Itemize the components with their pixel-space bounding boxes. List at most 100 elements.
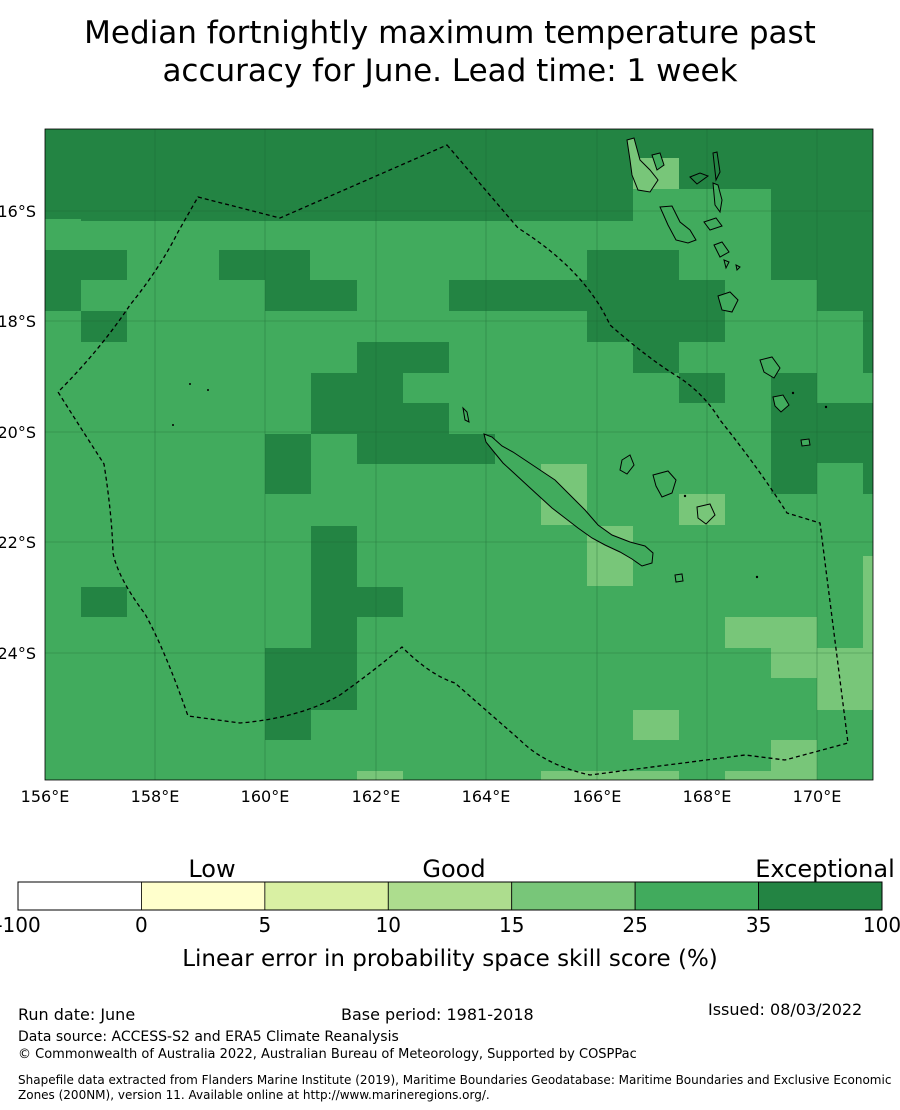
colorbar-bins [17, 881, 883, 911]
copyright: © Commonwealth of Australia 2022, Austra… [18, 1047, 637, 1062]
issued-date: Issued: 08/03/2022 [708, 1000, 863, 1019]
colorbar-bin [387, 881, 513, 911]
legend-category-low: Low [188, 855, 235, 883]
ambrym-island-icon [703, 217, 723, 231]
isle-of-pines-icon [674, 573, 684, 583]
skill-cell-exceptional [357, 342, 449, 373]
skill-cell-fair [771, 740, 817, 780]
lat-label-22s: 22°S [0, 533, 36, 552]
skill-cell-exceptional [265, 648, 357, 710]
skill-cell-exceptional [265, 280, 357, 311]
skill-cell-fair [633, 710, 679, 740]
skill-cell-exceptional [81, 311, 127, 342]
skill-cell-fair [725, 771, 771, 780]
eez-boundary [57, 144, 849, 776]
lon-label-160e: 160°E [241, 787, 290, 806]
epi-island-icon [713, 241, 730, 258]
skill-cell-exceptional [81, 587, 127, 617]
colorbar-tick-label: 15 [499, 913, 524, 937]
ouvea-island-icon [619, 454, 635, 475]
legend-category-exceptional: Exceptional [755, 855, 895, 883]
skill-cell-exceptional [357, 434, 495, 464]
lifou-island-icon [652, 470, 677, 498]
skill-cell-exceptional [771, 463, 817, 494]
skill-cell-good [495, 434, 771, 464]
skill-cell-good [127, 250, 219, 280]
skill-cell-good [725, 250, 771, 280]
colorbar-bin [17, 881, 142, 911]
skill-cell-good [127, 311, 587, 342]
skill-cell-exceptional [45, 250, 81, 311]
skill-cell-good [725, 280, 817, 311]
skill-cell-good [403, 373, 679, 403]
skill-cell-exceptional [633, 342, 679, 373]
colorbar-bin [141, 881, 266, 911]
map-title: Median fortnightly maximum temperature p… [0, 14, 900, 90]
skill-cell-good [81, 280, 265, 311]
skill-cell-good [817, 373, 863, 403]
map-title-line2: accuracy for June. Lead time: 1 week [162, 53, 738, 89]
base-period: Base period: 1981-2018 [341, 1005, 534, 1024]
colorbar-bin [511, 881, 636, 911]
colorbar-bin [758, 881, 883, 911]
skill-cell-exceptional [679, 373, 725, 403]
lat-label-24s: 24°S [0, 644, 36, 663]
colorbar-tick-label: 10 [376, 913, 401, 937]
lat-label-18s: 18°S [0, 312, 36, 331]
colorbar-tick-label: 0 [135, 913, 148, 937]
colorbar-bin [264, 881, 389, 911]
aniwa-island-icon [791, 391, 795, 395]
skill-cell-exceptional [633, 280, 725, 342]
colorbar-tick-label: 5 [258, 913, 271, 937]
lon-label-166e: 166°E [573, 787, 622, 806]
skill-cell-good [725, 311, 817, 342]
tanna-island-icon [772, 394, 790, 413]
mare-island-icon [696, 503, 716, 525]
skill-cell-exceptional [81, 250, 127, 280]
skill-cell-good [449, 342, 633, 373]
lon-label-168e: 168°E [683, 787, 732, 806]
skill-cell-fair [863, 556, 873, 648]
skill-cell-exceptional [771, 403, 873, 463]
skill-cell-good [725, 373, 771, 403]
futuna-island-icon [824, 405, 828, 409]
maewo-island-icon [712, 151, 721, 182]
shapefile-credit-line1: Shapefile data extracted from Flanders M… [18, 1073, 892, 1087]
lat-label-20s: 20°S [0, 423, 36, 442]
aneityum-island-icon [800, 438, 811, 447]
new-caledonia-island-icon [483, 433, 654, 567]
shapefile-credit-line2: Zones (200NM), version 11. Available onl… [18, 1088, 490, 1102]
skill-cell-exceptional [265, 434, 311, 494]
malakula-island-icon [659, 205, 697, 244]
lon-label-164e: 164°E [462, 787, 511, 806]
malo-island-icon [651, 152, 665, 171]
skill-cell-good [45, 311, 81, 342]
skill-cell-good [45, 342, 357, 373]
belep-island-icon [462, 406, 470, 423]
ambae-island-icon [689, 172, 710, 185]
reef-icon [189, 383, 191, 385]
skill-cell-exceptional [817, 280, 873, 311]
skill-cell-exceptional [449, 280, 587, 311]
colorbar-tick-label: 25 [622, 913, 647, 937]
skill-cell-exceptional [219, 250, 310, 280]
legend-category-good: Good [422, 855, 485, 883]
skill-cell-exceptional [771, 219, 873, 280]
colorbar-ticks: -100 0 5 10 15 25 35 100 [0, 913, 900, 937]
shepherd-islands-icon [723, 259, 741, 272]
run-date: Run date: June [18, 1005, 136, 1024]
lat-label-16s: 16°S [0, 202, 36, 221]
lon-label-156e: 156°E [21, 787, 70, 806]
lon-label-158e: 158°E [131, 787, 180, 806]
efate-island-icon [717, 291, 739, 313]
skill-cell-good [357, 280, 449, 311]
skill-cell-exceptional [863, 311, 873, 373]
skill-cell-exceptional [311, 403, 449, 434]
reef-icon [207, 389, 209, 391]
skill-cell-fair [541, 771, 679, 780]
colorbar-frame [17, 881, 883, 911]
tiga-island-icon [683, 494, 687, 498]
erromango-island-icon [759, 356, 781, 379]
